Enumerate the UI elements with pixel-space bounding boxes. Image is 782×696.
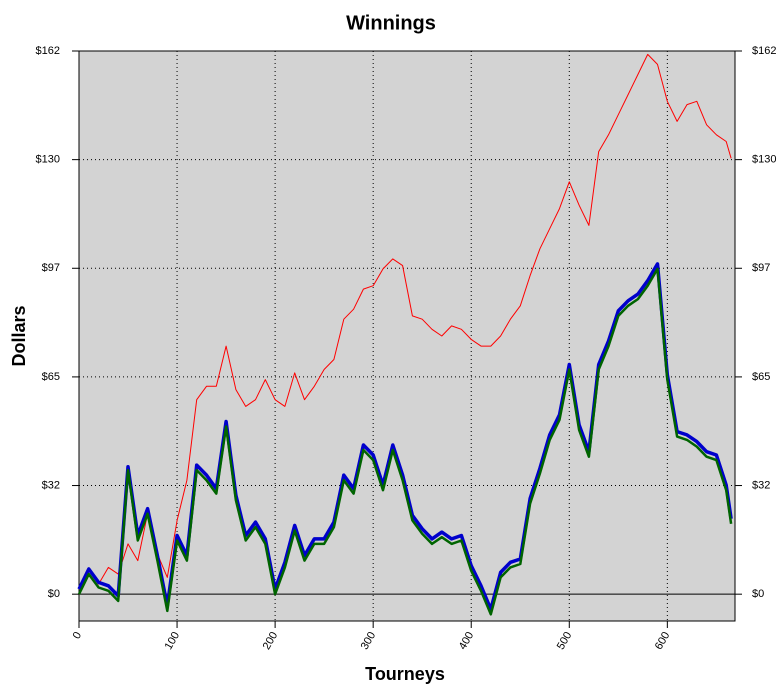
y-axis-title: Dollars [9,305,29,366]
y2-tick-label: $32 [752,479,770,491]
y-tick-label: $162 [36,45,60,57]
x-tick-label: 400 [457,630,477,652]
y2-tick-label: $97 [752,262,770,274]
y2-tick-label: $162 [752,45,776,57]
series-line [77,267,733,616]
series-line [78,53,732,595]
x-tick-label: 600 [653,630,673,652]
x-tick-label: 300 [359,630,379,652]
x-tick-label: 500 [555,630,575,652]
y2-tick-label: $130 [752,154,776,166]
y-tick-label: $97 [42,262,60,274]
y2-tick-label: $0 [752,588,764,600]
x-tick-label: 200 [261,630,281,652]
plot-area [78,50,736,622]
chart-title: Winnings [346,12,436,34]
x-axis-title: Tourneys [365,664,445,684]
y-tick-label: $0 [48,588,60,600]
y-tick-label: $130 [36,154,60,166]
x-tick-label: 100 [163,630,183,652]
y-tick-label: $32 [42,479,60,491]
x-tick-label: 0 [71,630,84,641]
y2-tick-label: $65 [752,371,770,383]
y-tick-label: $65 [42,371,60,383]
